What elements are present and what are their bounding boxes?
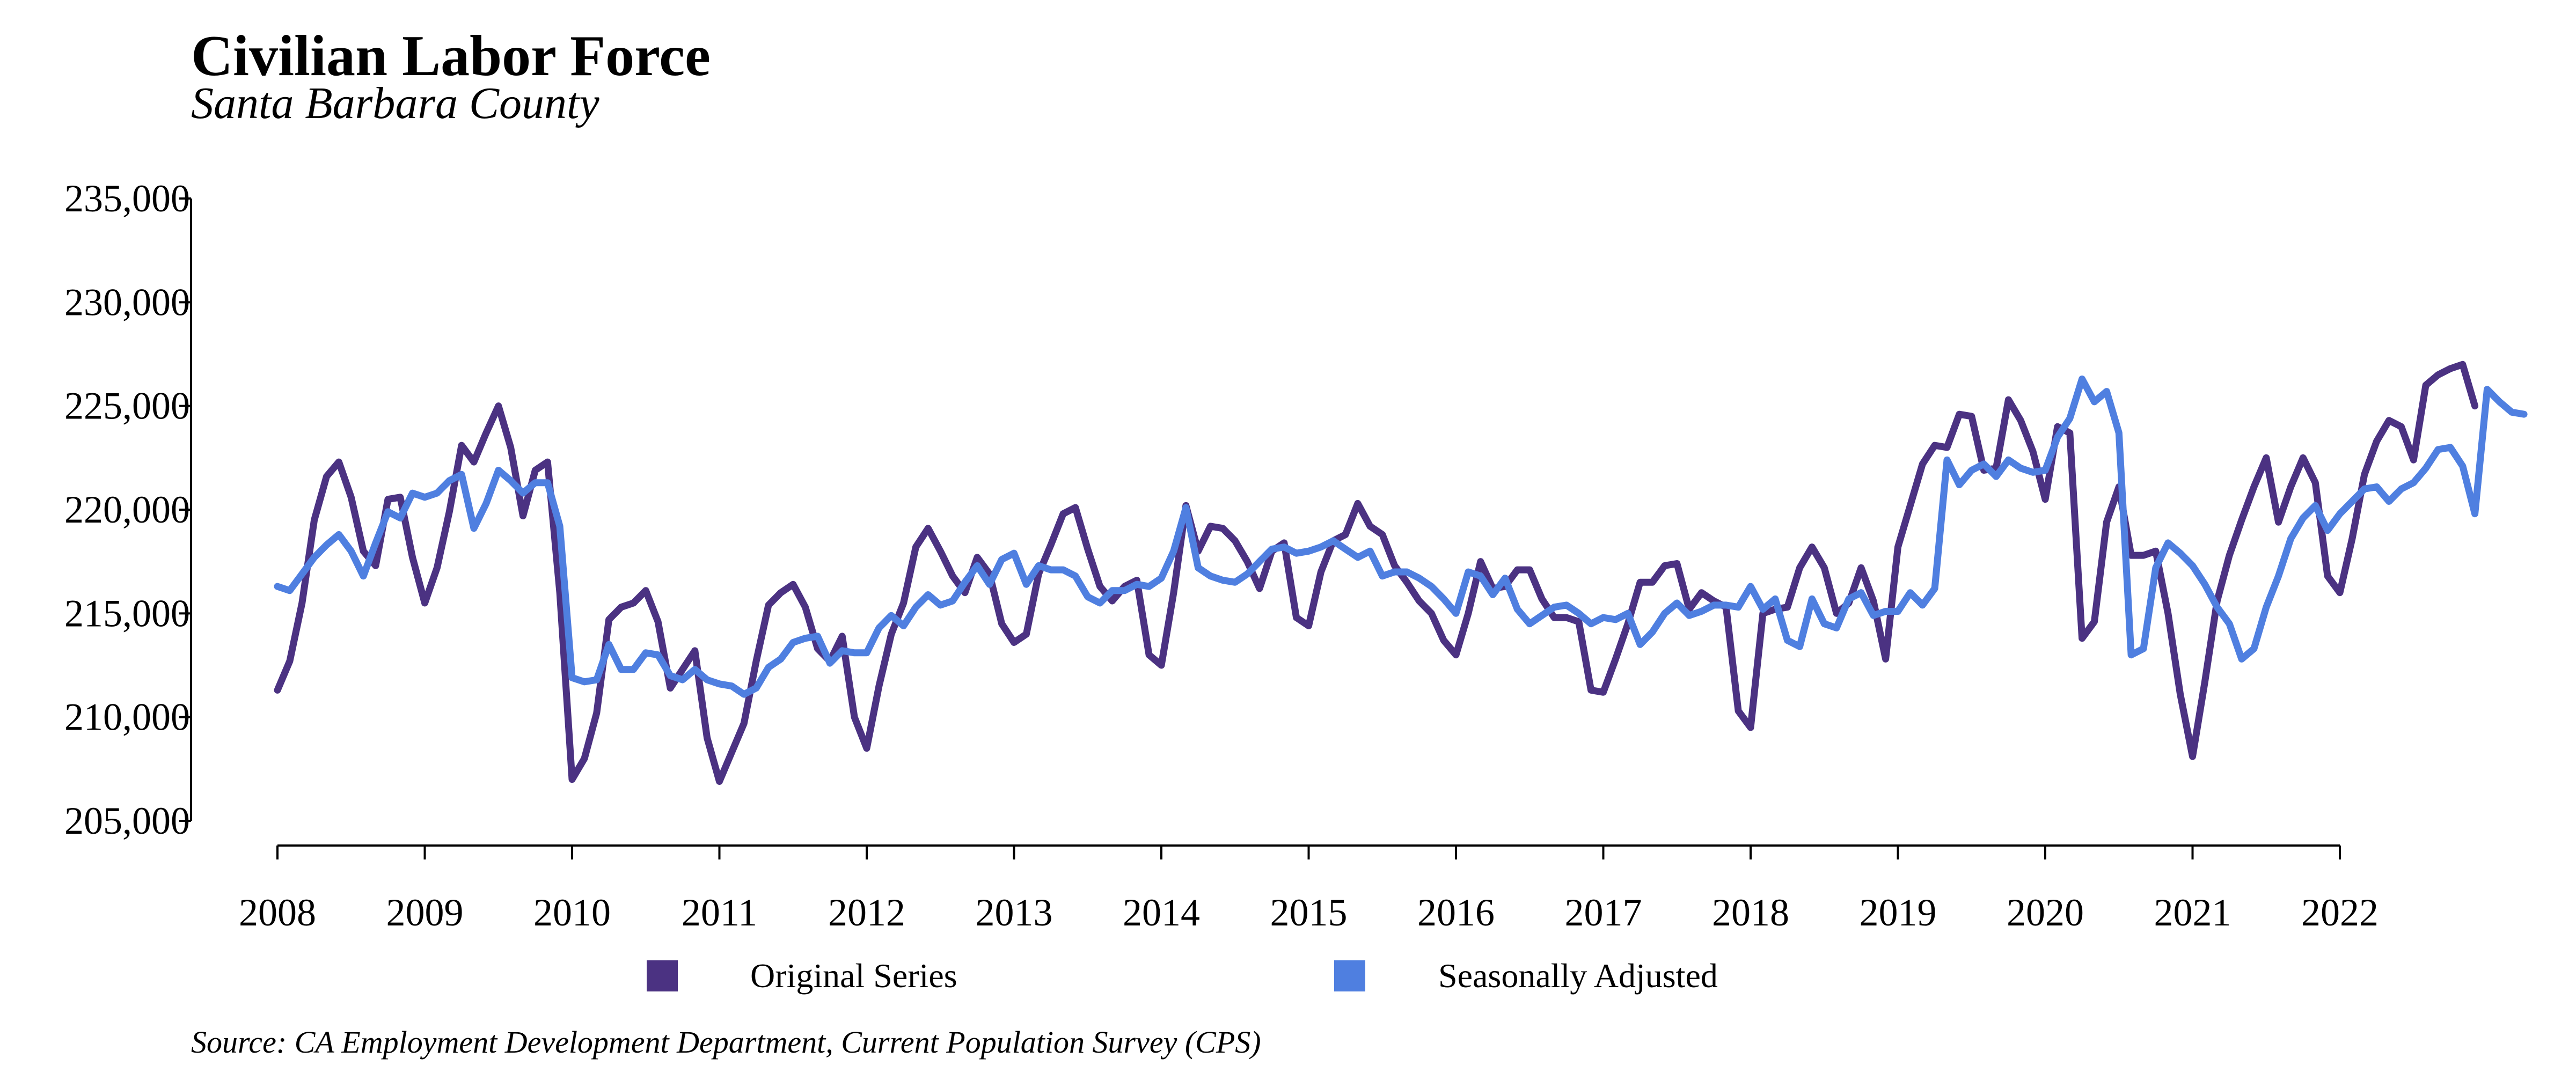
legend-label: Original Series (750, 957, 957, 995)
x-tick-label: 2021 (2154, 891, 2231, 934)
x-tick-label: 2012 (828, 891, 905, 934)
x-tick-label: 2020 (2007, 891, 2084, 934)
x-tick-label: 2011 (682, 891, 757, 934)
x-tick-label: 2008 (239, 891, 316, 934)
x-tick-label: 2022 (2301, 891, 2379, 934)
series-line-original-series (274, 361, 2479, 785)
x-tick-label: 2013 (976, 891, 1053, 934)
y-axis: 205,000 210,000 215,000 220,000 225,000 230,0… (64, 177, 192, 842)
x-tick-label: 2014 (1123, 891, 1200, 934)
x-tick-label: 2010 (533, 891, 611, 934)
y-tick-label: 225,000 (64, 385, 190, 428)
chart-subtitle: Santa Barbara County (191, 78, 599, 128)
y-tick-label: 230,000 (64, 281, 190, 324)
chart-source: Source: CA Employment Development Depart… (191, 1025, 1261, 1060)
y-tick-label: 205,000 (64, 799, 190, 842)
x-tick-label: 2019 (1860, 891, 1937, 934)
y-tick-label: 215,000 (64, 592, 190, 635)
series-layer (274, 361, 2528, 785)
legend-swatch (1334, 960, 1365, 991)
x-tick-label: 2017 (1565, 891, 1642, 934)
y-tick-label: 210,000 (64, 696, 190, 739)
chart-title: Civilian Labor Force (191, 24, 711, 88)
legend: Original Series Seasonally Adjusted (647, 957, 1718, 995)
series-line-seasonally-adjusted (274, 375, 2528, 698)
x-tick-label: 2018 (1712, 891, 1789, 934)
y-tick-label: 220,000 (64, 488, 190, 531)
x-tick-label: 2016 (1417, 891, 1495, 934)
x-axis: 2008 2009 2010 2011 2012 2013 2014 2015 2016 2017… (239, 844, 2379, 934)
legend-label: Seasonally Adjusted (1438, 957, 1718, 995)
legend-swatch (647, 960, 678, 991)
y-tick-label: 235,000 (64, 177, 190, 220)
x-tick-label: 2009 (386, 891, 464, 934)
x-tick-label: 2015 (1270, 891, 1348, 934)
